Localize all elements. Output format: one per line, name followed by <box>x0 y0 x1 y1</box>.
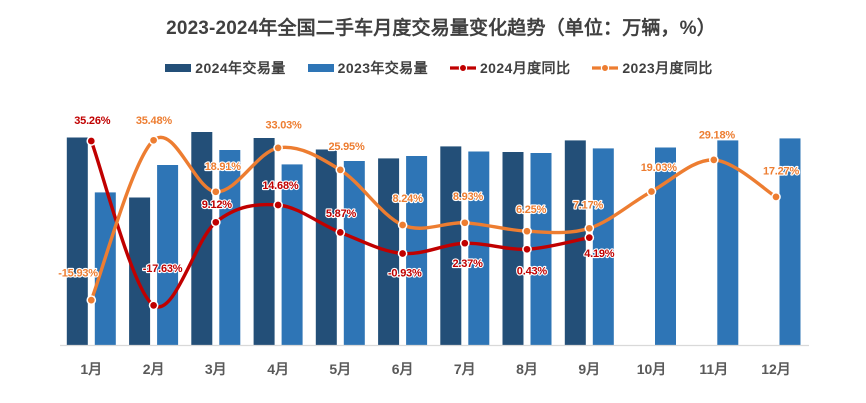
data-label-2023月度同比-8月: 6.25% <box>516 204 547 216</box>
marker-2023月度同比-7月 <box>459 217 470 228</box>
legend-item-2: 2023年交易量 <box>307 58 428 78</box>
bar-2024年交易量-4月 <box>253 138 275 346</box>
x-axis-label-10月: 10月 <box>637 361 667 377</box>
legend-label: 2024年交易量 <box>195 60 286 76</box>
x-axis-label-5月: 5月 <box>329 361 351 377</box>
chart-title: 2023-2024年全国二手车月度交易量变化趋势（单位：万辆，%） <box>166 18 716 39</box>
bar-2023年交易量-7月 <box>468 151 490 346</box>
bar-2023年交易量-2月 <box>157 165 179 346</box>
data-label-2024月度同比-2月: -17.63% <box>143 263 183 275</box>
marker-2024月度同比-1月 <box>86 136 97 146</box>
marker-2024月度同比-5月 <box>335 227 346 238</box>
bar-2023年交易量-1月 <box>94 192 116 346</box>
x-axis-label-7月: 7月 <box>454 361 476 377</box>
legend-label: 2023月度同比 <box>622 60 713 76</box>
marker-2023月度同比-8月 <box>522 226 532 237</box>
bar-2024年交易量-5月 <box>315 149 337 346</box>
marker-2023月度同比-12月 <box>771 192 781 202</box>
legend-label: 2024月度同比 <box>480 60 571 76</box>
marker-2024月度同比-9月 <box>584 232 595 243</box>
data-label-2023月度同比-11月: 29.18% <box>699 129 736 141</box>
chart-legend: 2024年交易量 2023年交易量 2024月度同比 2023月度同比 <box>6 59 866 77</box>
data-label-2024月度同比-7月: 2.37% <box>452 258 483 270</box>
data-label-2023月度同比-2月: 35.48% <box>136 115 173 127</box>
bar-2024年交易量-9月 <box>564 140 586 346</box>
data-label-2024月度同比-1月: 35.26% <box>74 115 111 127</box>
bar-2024年交易量-1月 <box>66 137 88 346</box>
data-label-2024月度同比-4月: 14.68% <box>262 180 299 192</box>
marker-2023月度同比-6月 <box>397 220 408 230</box>
marker-2023月度同比-1月 <box>86 295 97 305</box>
data-label-2024月度同比-3月: 9.12% <box>202 199 233 211</box>
marker-2023月度同比-5月 <box>335 165 346 175</box>
legend-item-4: 2023月度同比 <box>592 58 712 78</box>
data-label-2023月度同比-6月: 8.24% <box>392 193 423 205</box>
x-axis-label-11月: 11月 <box>699 361 728 377</box>
data-label-2023月度同比-5月: 25.95% <box>328 141 365 153</box>
data-label-2023月度同比-7月: 8.93% <box>453 191 484 203</box>
data-label-2024月度同比-9月: 4.19% <box>584 248 615 260</box>
data-label-2023月度同比-4月: 33.03% <box>266 120 303 132</box>
x-axis-label-6月: 6月 <box>392 361 414 377</box>
data-label-2023月度同比-9月: 7.17% <box>573 199 604 211</box>
marker-2023月度同比-9月 <box>584 223 595 234</box>
legend-item-1: 2024年交易量 <box>165 58 285 78</box>
marker-2024月度同比-8月 <box>522 244 532 255</box>
x-axis-label-12月: 12月 <box>761 361 791 377</box>
x-axis-label-8月: 8月 <box>516 361 538 377</box>
data-label-2024月度同比-8月: 0.43% <box>517 266 548 278</box>
bar-2024年交易量-2月 <box>129 197 151 346</box>
marker-2023月度同比-10月 <box>646 186 657 197</box>
legend-line-marker-icon <box>450 63 476 73</box>
marker-2023月度同比-2月 <box>148 135 159 146</box>
marker-2024月度同比-2月 <box>148 300 159 311</box>
x-axis-label-9月: 9月 <box>578 361 600 377</box>
x-axis-label-1月: 1月 <box>80 361 102 377</box>
x-axis-label-4月: 4月 <box>267 361 289 377</box>
marker-2023月度同比-4月 <box>273 143 283 153</box>
marker-2024月度同比-3月 <box>210 217 221 228</box>
bar-2023年交易量-5月 <box>343 161 365 346</box>
marker-2023月度同比-3月 <box>210 186 221 197</box>
legend-bar-swatch-icon <box>165 64 192 72</box>
legend-line-marker-icon <box>592 63 619 73</box>
legend-label: 2023年交易量 <box>337 60 428 76</box>
marker-2024月度同比-7月 <box>459 238 470 249</box>
x-axis-label-2月: 2月 <box>143 361 165 377</box>
bar-2023年交易量-11月 <box>717 140 739 346</box>
bar-2023年交易量-3月 <box>219 150 241 346</box>
legend-item-3: 2024月度同比 <box>450 58 570 78</box>
legend-bar-swatch-icon <box>307 64 334 72</box>
data-label-2023月度同比-1月: -15.93% <box>58 267 98 279</box>
bar-2023年交易量-10月 <box>655 147 676 346</box>
bar-2023年交易量-6月 <box>406 156 428 346</box>
bar-2023年交易量-12月 <box>779 138 801 346</box>
data-label-2023月度同比-10月: 19.03% <box>641 162 678 174</box>
marker-2024月度同比-4月 <box>273 200 283 210</box>
data-label-2023月度同比-3月: 18.91% <box>205 161 242 173</box>
marker-2023月度同比-11月 <box>708 155 719 165</box>
bar-2023年交易量-9月 <box>592 148 614 346</box>
marker-2024月度同比-6月 <box>397 248 408 259</box>
data-label-2024月度同比-5月: 5.87% <box>326 208 357 220</box>
data-label-2023月度同比-12月: 17.27% <box>763 166 800 178</box>
x-axis-label-3月: 3月 <box>205 361 227 377</box>
data-label-2024月度同比-6月: -0.93% <box>388 268 422 280</box>
